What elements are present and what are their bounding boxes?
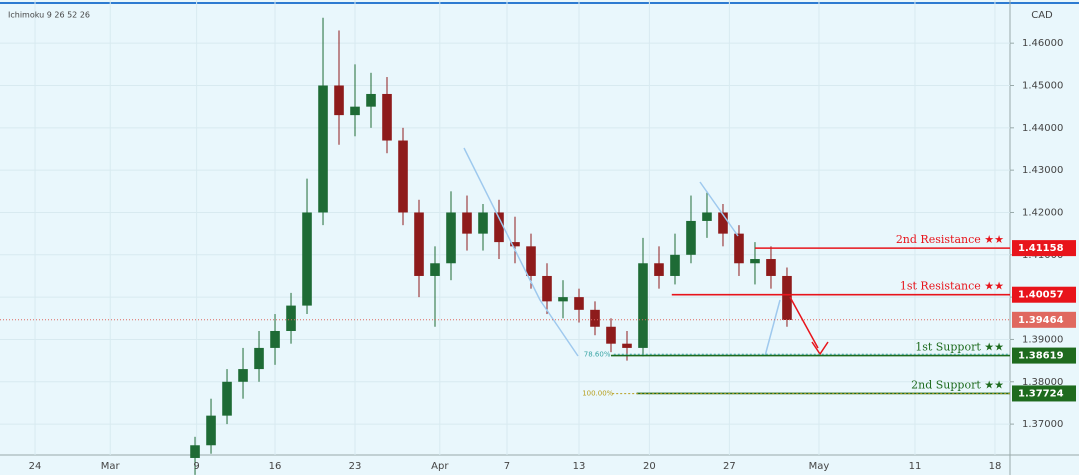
candle-body [734, 233, 744, 264]
x-tick-label: Apr [431, 461, 449, 472]
indicator-label: Ichimoku 9 26 52 26 [8, 11, 90, 20]
x-tick-label: 20 [643, 461, 656, 472]
candle-body [622, 343, 632, 348]
candle-body [782, 275, 792, 320]
candle-body [670, 254, 680, 276]
x-tick-label: 18 [989, 461, 1002, 472]
candle-body [286, 305, 296, 331]
x-tick-label: 16 [269, 461, 282, 472]
y-tick-label: 1.38000 [1022, 377, 1063, 388]
level-box [1012, 240, 1076, 257]
level-name: 1st Support ★★ [915, 341, 1004, 354]
candle-body [270, 330, 280, 348]
x-tick-label: May [809, 461, 830, 472]
candle-body [254, 347, 264, 370]
candle-body [686, 220, 696, 255]
y-tick-label: 1.44000 [1022, 123, 1063, 134]
x-tick-label: 7 [504, 461, 510, 472]
level-name: 2nd Support ★★ [911, 378, 1004, 391]
y-tick-label: 1.45000 [1022, 80, 1063, 91]
candle-body [206, 415, 216, 446]
candle-body [766, 259, 776, 276]
arrow [789, 296, 819, 349]
x-tick-label: 24 [29, 461, 42, 472]
candle-body [574, 297, 584, 310]
arrow-head [811, 341, 829, 356]
candle-body [334, 85, 344, 116]
candle-body [302, 212, 312, 306]
current-price-label: 1.39464 [1018, 315, 1064, 326]
level-box [1012, 385, 1076, 402]
x-tick-label: 9 [193, 461, 199, 472]
level-value: 1.41158 [1018, 243, 1064, 254]
candle-body [430, 263, 440, 276]
candle-body [318, 85, 328, 213]
level-value: 1.37724 [1018, 388, 1064, 399]
candle-body [382, 93, 392, 141]
fib-arrows [463, 147, 781, 357]
candle-body [446, 212, 456, 264]
x-tick-label: 23 [349, 461, 362, 472]
currency: CAD [1031, 10, 1053, 21]
level-value: 1.40057 [1018, 290, 1064, 301]
candle-body [638, 263, 648, 348]
candle-body [702, 212, 712, 221]
current-price-box [1012, 311, 1076, 328]
candle-body [558, 297, 568, 302]
fib-label: 100.00% [582, 390, 613, 398]
y-tick-label: 1.39000 [1022, 334, 1063, 345]
y-tick-label: 1.43000 [1022, 165, 1063, 176]
candle-body [398, 140, 408, 213]
candle-body [350, 106, 360, 116]
fib-label: 78.60% [584, 350, 611, 358]
y-tick-label: 1.46000 [1022, 38, 1063, 49]
candle-body [654, 263, 664, 276]
marks [0, 0, 1010, 475]
level-box [1012, 347, 1076, 364]
level-name: 1st Resistance ★★ [900, 280, 1004, 293]
level-box [1012, 286, 1076, 303]
candle-body [494, 212, 504, 243]
candle-body [542, 275, 552, 302]
level-value: 1.38619 [1018, 351, 1064, 362]
candle-body [238, 369, 248, 382]
candle-body [510, 242, 520, 247]
x-tick-label: Mar [101, 461, 121, 472]
candle-body [414, 212, 424, 276]
candle-body [222, 381, 232, 416]
x-tick-label: 27 [723, 461, 736, 472]
level-name: 2nd Resistance ★★ [896, 233, 1004, 246]
y-tick-label: 1.42000 [1022, 207, 1063, 218]
x-tick-label: 13 [573, 461, 586, 472]
candle-body [190, 445, 200, 458]
candle-body [526, 246, 536, 276]
x-tick-label: 11 [909, 461, 922, 472]
candle-body [462, 212, 472, 234]
candle-body [718, 212, 728, 234]
candle-body [366, 93, 376, 107]
candle-body [590, 309, 600, 327]
y-tick-label: 1.37000 [1022, 419, 1063, 430]
candle-body [606, 326, 616, 344]
candle-body [478, 212, 488, 234]
candle-body [750, 259, 760, 264]
